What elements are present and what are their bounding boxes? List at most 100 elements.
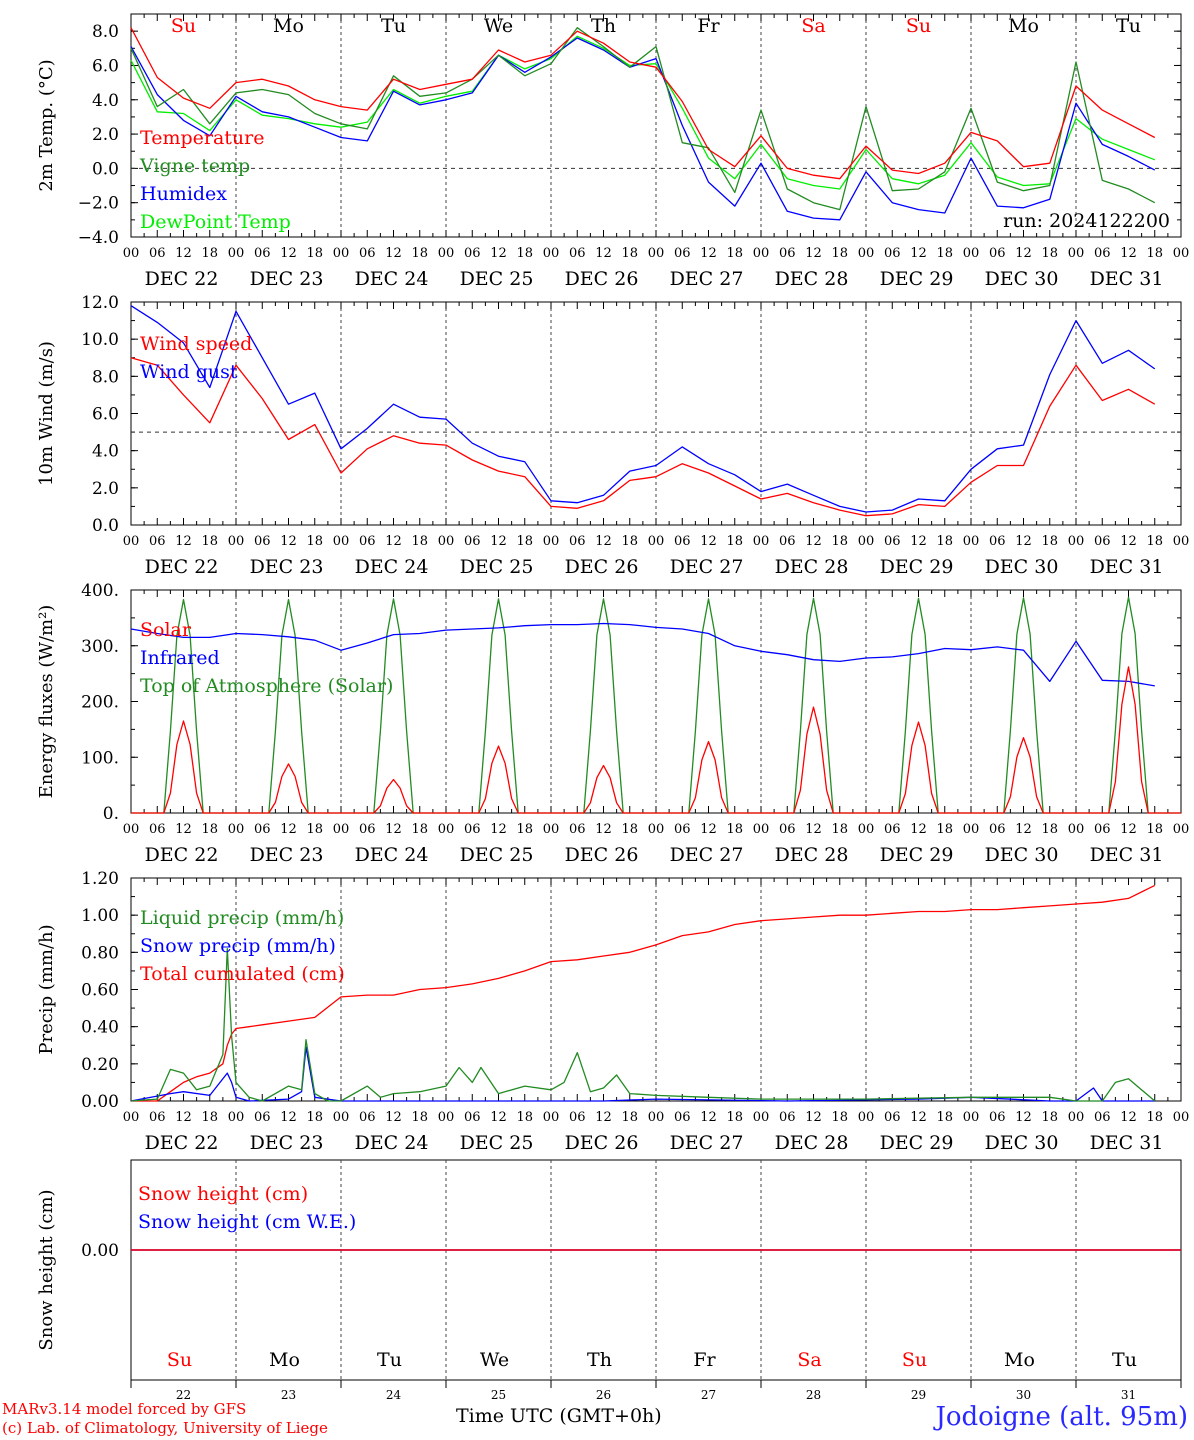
series-line-4-1	[130, 947, 1156, 1102]
hour-tick-label: 18	[1041, 1110, 1058, 1125]
hour-tick-label: 00	[963, 246, 980, 261]
hour-tick-label: 12	[1120, 534, 1137, 549]
hour-tick-label: 06	[779, 822, 796, 837]
weekday-label: Th	[591, 15, 616, 37]
hour-tick-label: 18	[411, 822, 428, 837]
hour-tick-label: 06	[674, 1110, 691, 1125]
day-number-label: 28	[806, 1388, 821, 1402]
y-tick-label: 4.0	[92, 442, 119, 462]
hour-tick-label: 06	[779, 246, 796, 261]
hour-tick-label: 12	[595, 822, 612, 837]
hour-tick-label: 00	[858, 534, 875, 549]
day-number-label: 30	[1016, 1388, 1031, 1402]
date-label: DEC 22	[145, 556, 219, 578]
hour-tick-label: 06	[149, 822, 166, 837]
hour-tick-label: 06	[359, 534, 376, 549]
hour-tick-label: 06	[149, 246, 166, 261]
series-line-1-2	[130, 27, 1156, 211]
date-label: DEC 23	[250, 556, 324, 578]
hour-tick-label: 12	[385, 822, 402, 837]
hour-tick-label: 18	[936, 534, 953, 549]
hour-tick-label: 00	[543, 246, 560, 261]
series-line-4-3	[131, 884, 1156, 1102]
hour-tick-label: 18	[1146, 534, 1163, 549]
hour-tick-label: 06	[884, 822, 901, 837]
date-label: DEC 22	[145, 268, 219, 290]
hour-tick-label: 06	[989, 534, 1006, 549]
legend-entry: Liquid precip (mm/h)	[140, 907, 344, 929]
hour-tick-label: 18	[1041, 246, 1058, 261]
hour-tick-label: 00	[1173, 246, 1190, 261]
hour-tick-label: 06	[674, 822, 691, 837]
y-tick-label: 200.	[81, 693, 119, 713]
y-tick-label: 4.0	[92, 91, 119, 111]
date-label: DEC 27	[670, 844, 744, 866]
hour-tick-label: 18	[411, 534, 428, 549]
y-tick-label: 0.0	[92, 159, 119, 179]
y-tick-label: 0.	[103, 804, 119, 824]
date-label: DEC 27	[670, 268, 744, 290]
hour-tick-label: 18	[201, 822, 218, 837]
y-tick-label: 0.00	[81, 1241, 119, 1261]
y-tick-label: 0.0	[92, 516, 119, 536]
hour-tick-label: 00	[648, 534, 665, 549]
hour-tick-label: 12	[385, 246, 402, 261]
weekday-label: Su	[902, 1349, 927, 1371]
hour-tick-label: 12	[805, 246, 822, 261]
hour-tick-label: 12	[280, 246, 297, 261]
hour-tick-label: 12	[280, 534, 297, 549]
date-label: DEC 24	[355, 268, 429, 290]
hour-tick-label: 12	[490, 1110, 507, 1125]
hour-tick-label: 12	[175, 246, 192, 261]
hour-tick-label: 06	[464, 534, 481, 549]
hour-tick-label: 00	[963, 822, 980, 837]
day-number-label: 26	[596, 1388, 611, 1402]
weekday-label: Th	[587, 1349, 612, 1371]
hour-tick-label: 18	[621, 822, 638, 837]
hour-tick-label: 06	[464, 822, 481, 837]
hour-tick-label: 06	[254, 1110, 271, 1125]
hour-tick-label: 06	[569, 822, 586, 837]
hour-tick-label: 18	[936, 1110, 953, 1125]
hour-tick-label: 12	[700, 246, 717, 261]
hour-tick-label: 18	[306, 822, 323, 837]
hour-tick-label: 00	[753, 822, 770, 837]
hour-tick-label: 12	[805, 1110, 822, 1125]
hour-tick-label: 12	[700, 822, 717, 837]
hour-tick-label: 00	[228, 822, 245, 837]
date-label: DEC 31	[1090, 268, 1164, 290]
hour-tick-label: 18	[936, 246, 953, 261]
y-tick-label: 0.40	[81, 1018, 119, 1038]
weekday-label: Mo	[1004, 1349, 1035, 1371]
y-tick-label: 400.	[81, 581, 119, 601]
hour-tick-label: 12	[700, 534, 717, 549]
hour-tick-label: 12	[385, 1110, 402, 1125]
date-label: DEC 26	[565, 844, 639, 866]
date-label: DEC 31	[1090, 556, 1164, 578]
hour-tick-label: 00	[543, 534, 560, 549]
date-label: DEC 30	[985, 1132, 1059, 1154]
hour-tick-label: 00	[1173, 534, 1190, 549]
hour-tick-label: 00	[858, 1110, 875, 1125]
hour-tick-label: 00	[333, 246, 350, 261]
y-tick-label: 6.0	[92, 56, 119, 76]
hour-tick-label: 12	[910, 246, 927, 261]
hour-tick-label: 00	[228, 534, 245, 549]
hour-tick-label: 00	[963, 1110, 980, 1125]
hour-tick-label: 12	[175, 1110, 192, 1125]
weekday-label: Fr	[697, 15, 720, 37]
weekday-label: Tu	[1112, 1349, 1137, 1371]
hour-tick-label: 00	[1068, 822, 1085, 837]
hour-tick-label: 18	[726, 1110, 743, 1125]
date-label: DEC 28	[775, 1132, 849, 1154]
date-label: DEC 28	[775, 844, 849, 866]
date-label: DEC 24	[355, 844, 429, 866]
hour-tick-label: 00	[648, 246, 665, 261]
date-label: DEC 29	[880, 556, 954, 578]
hour-tick-label: 18	[831, 534, 848, 549]
day-number-label: 22	[176, 1388, 191, 1402]
series-line-2-1	[130, 357, 1156, 517]
date-label: DEC 30	[985, 844, 1059, 866]
hour-tick-label: 18	[1146, 822, 1163, 837]
